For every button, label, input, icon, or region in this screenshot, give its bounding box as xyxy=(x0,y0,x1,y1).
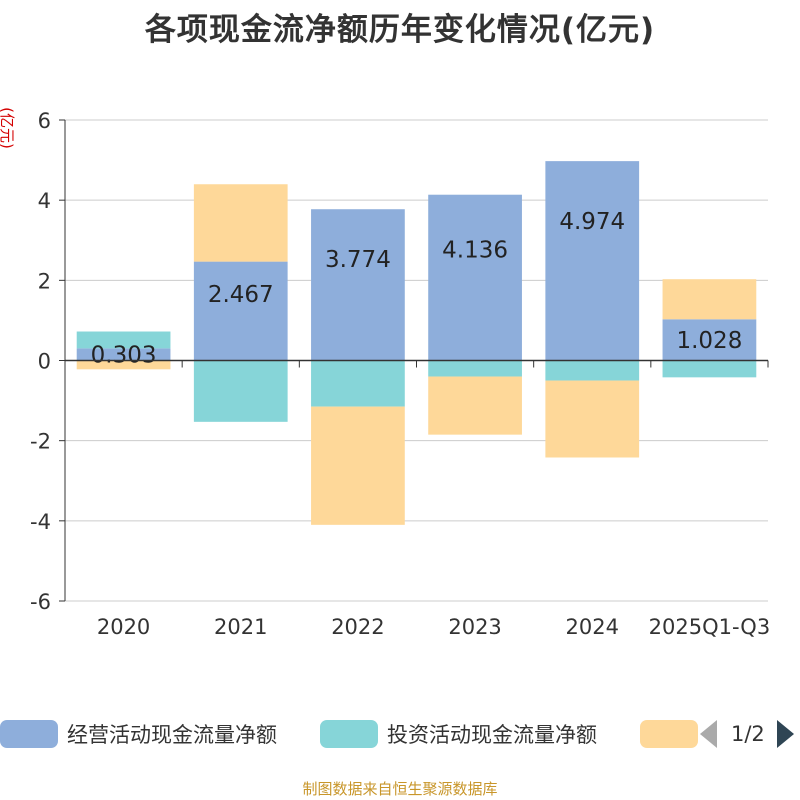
data-label: 4.974 xyxy=(559,209,625,235)
bar-series0-2023 xyxy=(428,194,522,361)
legend-label-operating: 经营活动现金流量净额 xyxy=(67,723,277,747)
data-source-note: 制图数据来自恒生聚源数据库 xyxy=(302,780,498,798)
legend-item-operating[interactable]: 经营活动现金流量净额 xyxy=(0,716,277,752)
y-tick-label: 6 xyxy=(38,109,51,133)
legend-prev-page-icon[interactable] xyxy=(700,720,717,748)
x-tick-label: 2020 xyxy=(97,615,150,639)
x-tick-label: 2025Q1-Q3 xyxy=(649,615,771,639)
x-tick-label: 2024 xyxy=(566,615,619,639)
legend-label-investing: 投资活动现金流量净额 xyxy=(387,723,597,747)
legend: 经营活动现金流量净额 投资活动现金流量净额 xyxy=(0,716,800,752)
chart-title: 各项现金流净额历年变化情况(亿元) xyxy=(144,12,656,48)
legend-swatch-investing xyxy=(320,720,378,748)
data-label: 4.136 xyxy=(442,237,508,263)
y-tick-label: 4 xyxy=(38,189,51,213)
bar-series2-2024 xyxy=(545,380,640,458)
legend-item-financing[interactable] xyxy=(640,716,698,752)
bar-series1-2024 xyxy=(545,360,640,381)
legend-pager: 1/2 xyxy=(700,716,794,752)
data-label: 1.028 xyxy=(676,328,742,354)
data-label: 3.774 xyxy=(325,247,391,273)
bar-series0-2022 xyxy=(311,209,405,361)
y-tick-label: 2 xyxy=(38,269,51,293)
bar-series1-2020 xyxy=(76,331,171,349)
y-tick-label: -6 xyxy=(30,590,51,614)
bar-chart: 6 4 2 0 -2 -4 -6 0.303 2.467 3.774 4.136 4.974 1.028… xyxy=(30,109,771,639)
legend-next-page-icon[interactable] xyxy=(776,720,794,748)
bar-series1-2022 xyxy=(311,360,405,407)
legend-swatch-operating xyxy=(0,720,58,748)
bar-series2-2022 xyxy=(311,406,405,525)
bar-series0-2025Q1-Q3 xyxy=(662,319,757,361)
x-tick-label: 2022 xyxy=(331,615,384,639)
bar-series0-2024 xyxy=(545,161,640,361)
y-tick-label: -2 xyxy=(30,430,51,454)
legend-swatch-financing xyxy=(640,720,698,748)
bar-series0-2021 xyxy=(193,261,288,361)
bar-series1-2025Q1-Q3 xyxy=(662,360,757,378)
data-label: 2.467 xyxy=(208,282,274,308)
x-tick-label: 2023 xyxy=(448,615,501,639)
bar-series1-2021 xyxy=(193,360,288,422)
legend-page-indicator: 1/2 xyxy=(731,722,765,746)
bar-series2-2025Q1-Q3 xyxy=(662,279,757,320)
bar-series2-2021 xyxy=(193,184,288,262)
bar-series2-2023 xyxy=(428,376,522,435)
y-tick-label: 0 xyxy=(38,350,51,374)
y-tick-label: -4 xyxy=(30,510,51,534)
bar-series2-2020 xyxy=(76,360,171,370)
bar-series1-2023 xyxy=(428,360,522,377)
data-label: 0.303 xyxy=(91,342,157,368)
bar-series0-2020 xyxy=(76,348,171,361)
x-tick-label: 2021 xyxy=(214,615,267,639)
legend-item-investing[interactable]: 投资活动现金流量净额 xyxy=(320,716,597,752)
